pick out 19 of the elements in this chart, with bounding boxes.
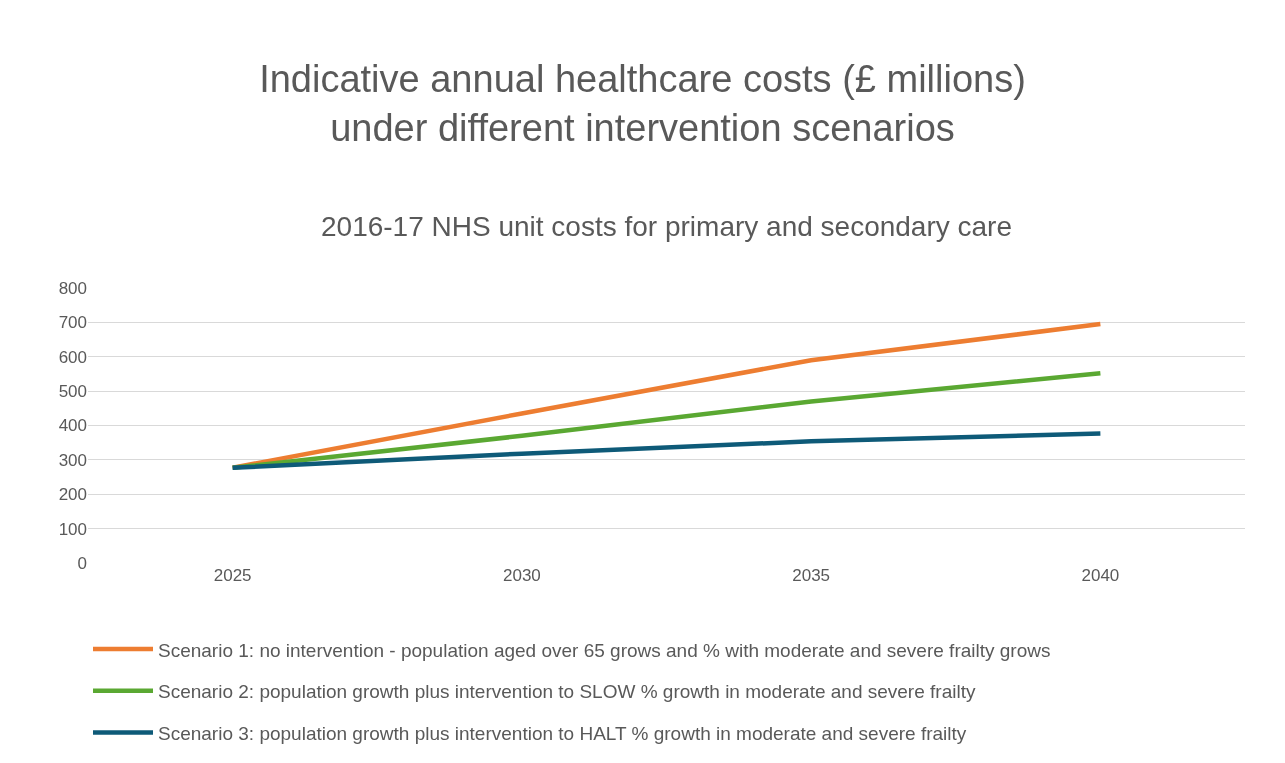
y-tick-label: 500: [58, 382, 87, 402]
x-tick-label: 2040: [1081, 566, 1120, 585]
legend-label: Scenario 2: population growth plus intervention to SLOW % growth in moderate and severe frailty: [158, 681, 976, 703]
y-tick-label: 400: [58, 416, 87, 436]
legend-label: Scenario 3: population growth plus intervention to HALT % growth in moderate and severe frailty: [158, 722, 967, 744]
y-tick-label: 700: [58, 313, 87, 333]
x-tick-label: 2030: [502, 566, 541, 585]
chart-title: Indicative annual healthcare costs (£ millions) under different intervention scenarios: [259, 57, 1026, 149]
line-series: [230, 431, 1103, 471]
y-tick-label: 100: [58, 519, 87, 539]
x-tick-label: 2025: [213, 566, 252, 585]
y-tick-label: 300: [58, 450, 87, 470]
chart-subtitle: 2016-17 NHS unit costs for primary and secondary care: [321, 211, 1012, 242]
x-tick-label: 2035: [792, 566, 831, 585]
y-tick-label: 0: [77, 553, 87, 573]
y-tick-label: 600: [58, 347, 87, 367]
y-tick-label: 200: [58, 485, 87, 505]
y-tick-label: 800: [58, 278, 87, 298]
legend-label: Scenario 1: no intervention - population aged over 65 grows and % with moderate and severe frailty grows: [158, 639, 1051, 661]
